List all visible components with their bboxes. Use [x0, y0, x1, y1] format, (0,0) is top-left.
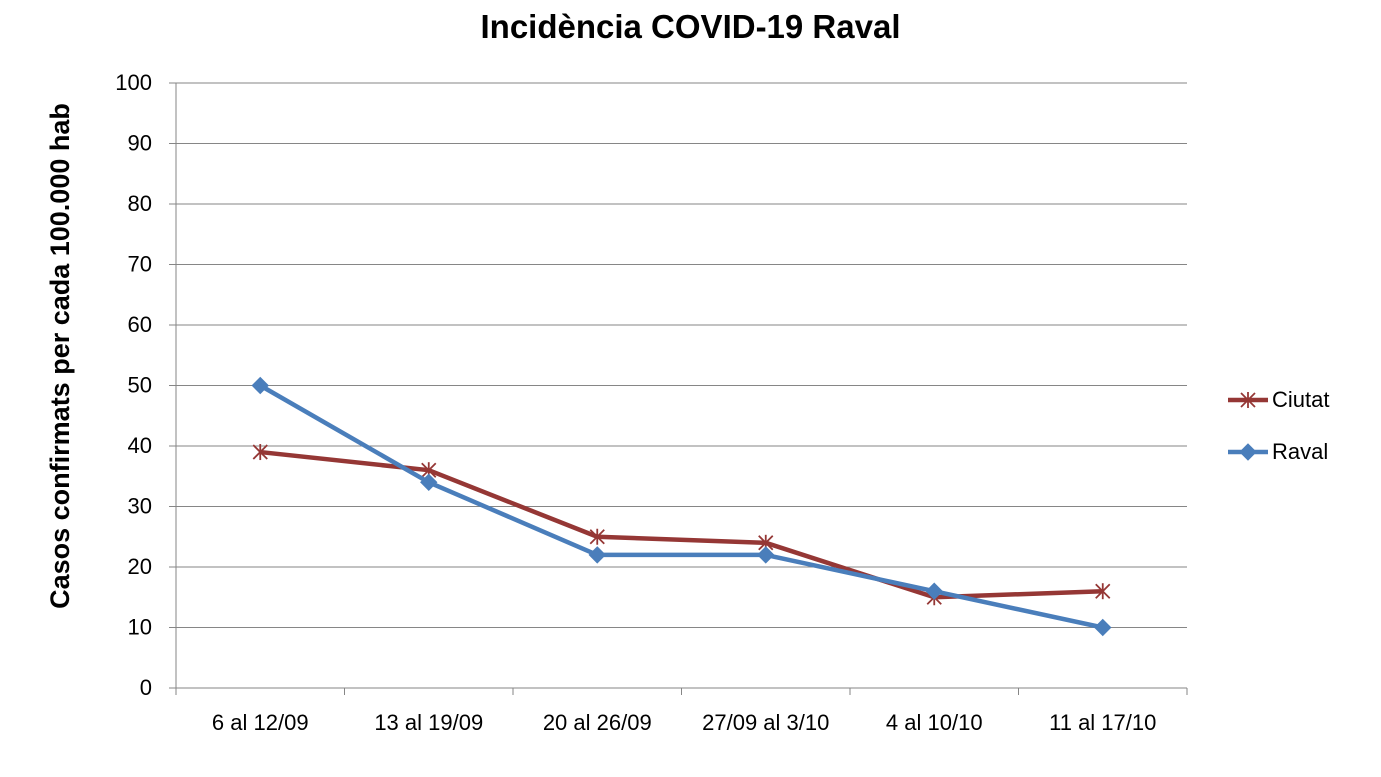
y-tick-label: 70: [128, 251, 152, 276]
y-tick-label: 0: [140, 675, 152, 700]
series-line: [259, 383, 1104, 630]
x-tick-label: 13 al 19/09: [374, 710, 484, 735]
chart-title: Incidència COVID-19 Raval: [480, 8, 901, 45]
y-tick-label: 80: [128, 191, 152, 216]
data-point: [925, 582, 943, 600]
legend-marker: [1239, 443, 1257, 461]
y-tick-label: 60: [128, 312, 152, 337]
y-tick-label: 100: [115, 70, 152, 95]
data-point: [589, 528, 605, 545]
legend-label: Raval: [1272, 439, 1328, 464]
data-point: [757, 546, 775, 564]
x-tick-label: 11 al 17/10: [1049, 710, 1157, 735]
data-point: [420, 473, 438, 492]
legend-label: Ciutat: [1272, 387, 1329, 412]
data-point: [1095, 583, 1111, 600]
y-tick-label: 40: [128, 433, 152, 458]
x-tick-label: 4 al 10/10: [885, 710, 983, 735]
y-tick-label: 30: [128, 493, 152, 518]
y-tick-label: 90: [128, 130, 152, 155]
y-tick-label: 50: [128, 372, 152, 397]
x-tick-label: 6 al 12/09: [211, 710, 309, 735]
data-point: [251, 376, 269, 395]
y-tick-label: 20: [128, 554, 152, 579]
y-tick-label: 10: [128, 614, 152, 639]
legend-marker: [1240, 392, 1256, 408]
data-point: [1094, 618, 1112, 637]
x-tick-label: 20 al 26/09: [542, 710, 652, 735]
x-tick-label: 27/09 al 3/10: [702, 710, 830, 735]
series-line: [260, 449, 1103, 600]
data-point: [252, 444, 268, 461]
data-point: [588, 546, 606, 564]
